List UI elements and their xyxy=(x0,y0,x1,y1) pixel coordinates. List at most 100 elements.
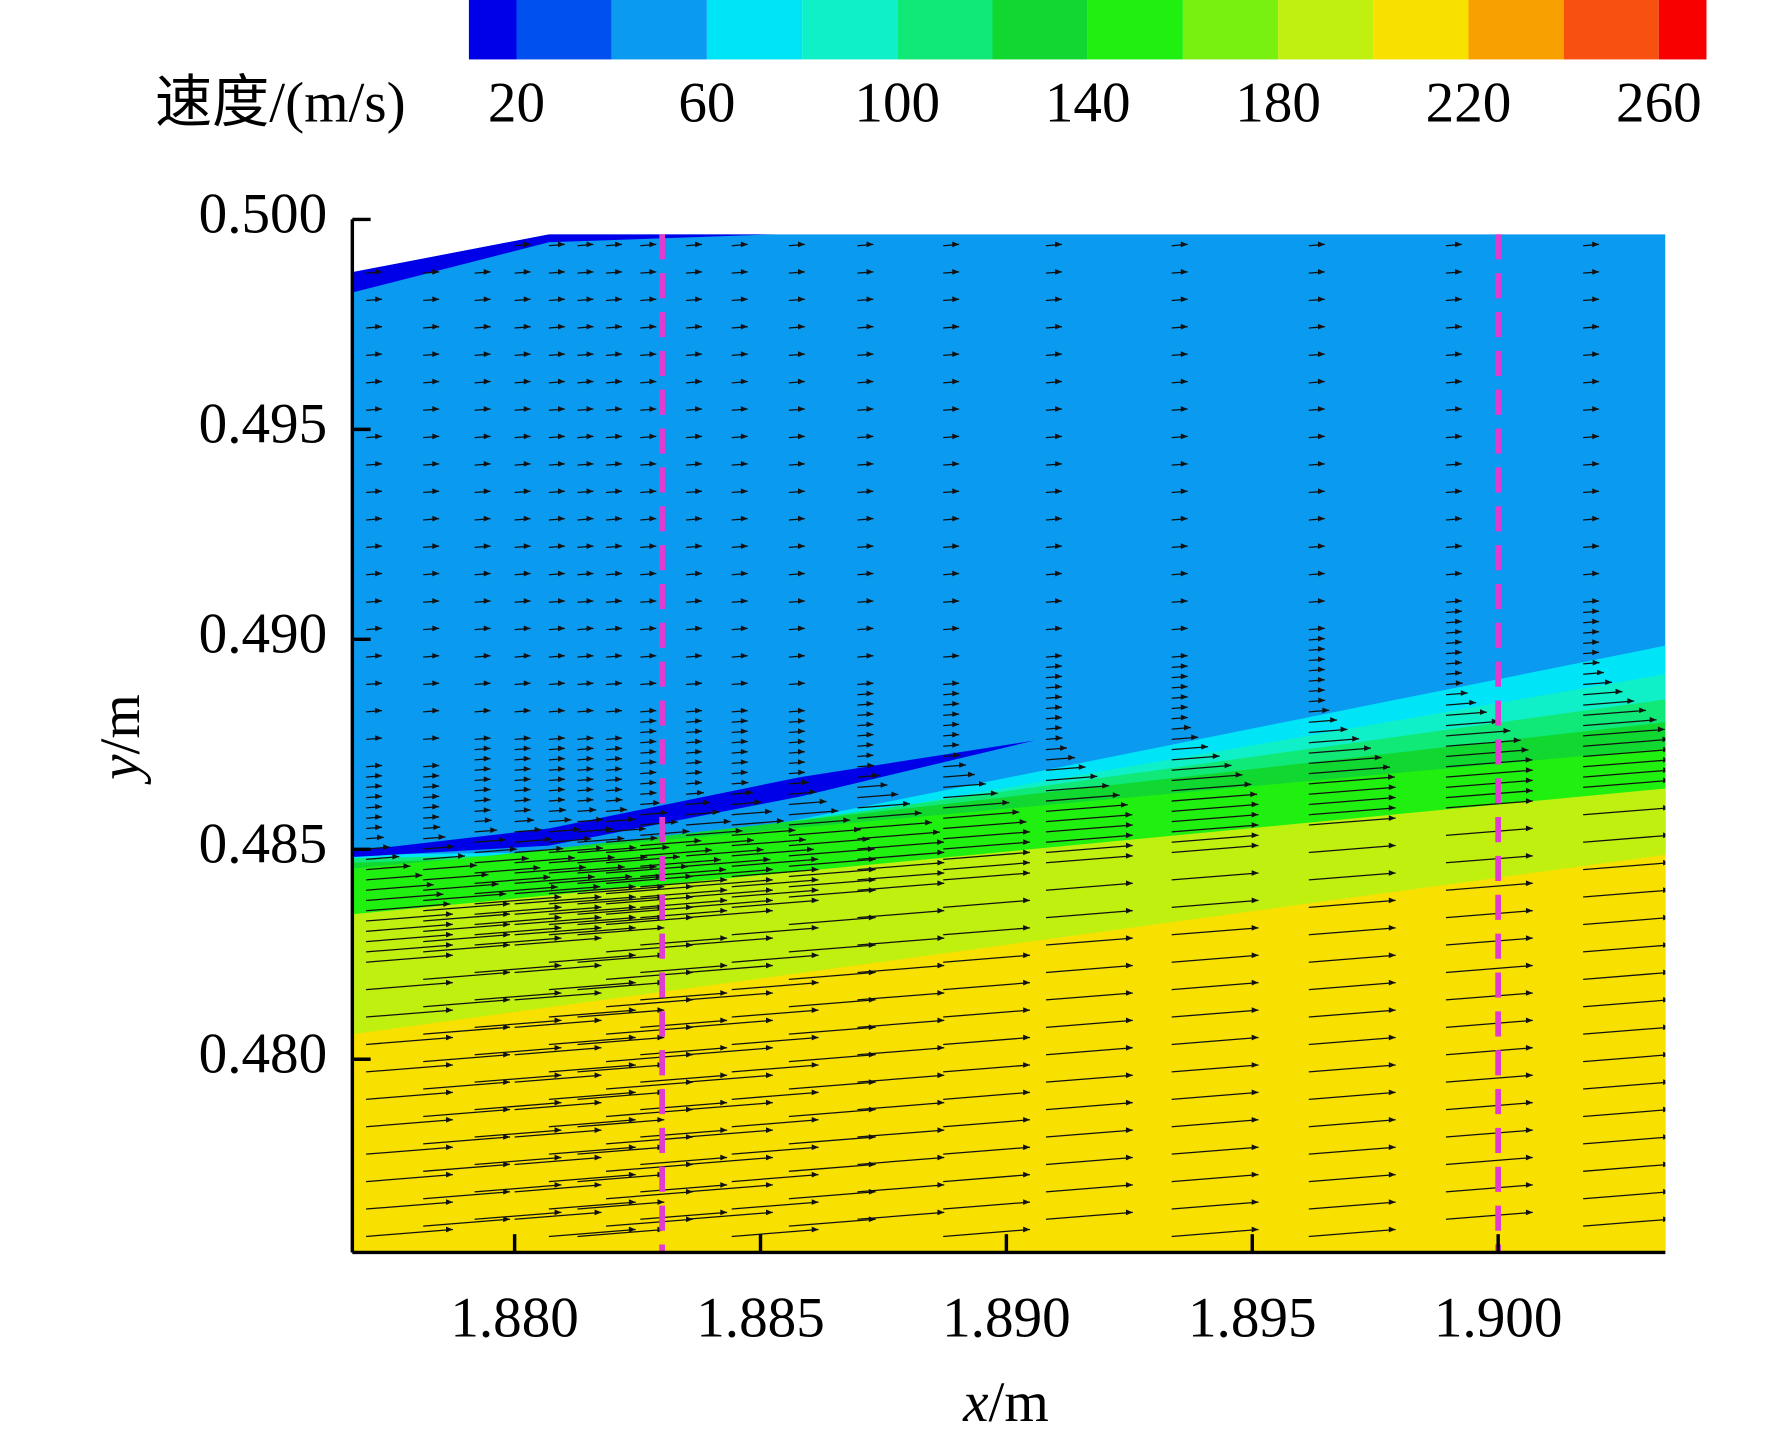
velocity-vector xyxy=(514,1074,602,1083)
velocity-head xyxy=(503,1051,511,1058)
velocity-head xyxy=(579,864,587,871)
velocity-vector xyxy=(788,944,876,953)
velocity-head xyxy=(1317,241,1325,248)
velocity-vector xyxy=(640,889,728,898)
velocity-vector xyxy=(366,1091,453,1100)
velocity-head xyxy=(952,690,960,697)
velocity-vector xyxy=(366,954,453,963)
velocity-head xyxy=(1525,1154,1533,1161)
velocity-vector xyxy=(1045,910,1133,919)
velocity-head xyxy=(937,1154,945,1161)
velocity-vector xyxy=(685,937,773,946)
velocity-head xyxy=(1125,1099,1133,1106)
velocity-head xyxy=(695,779,703,786)
velocity-head xyxy=(1388,979,1396,986)
velocity-head xyxy=(925,819,933,826)
velocity-head xyxy=(615,241,623,248)
velocity-head xyxy=(432,598,440,604)
velocity-vector xyxy=(423,1054,511,1063)
velocity-head xyxy=(1317,635,1325,642)
velocity-head xyxy=(523,323,531,330)
velocity-vector xyxy=(857,1129,945,1138)
velocity-head xyxy=(1455,268,1462,275)
velocity-head xyxy=(375,570,383,577)
velocity-head xyxy=(490,827,498,833)
velocity-vector xyxy=(605,856,680,864)
velocity-head xyxy=(1023,870,1030,876)
velocity-head xyxy=(695,769,703,776)
velocity-vector xyxy=(788,916,876,926)
velocity-head xyxy=(695,543,703,549)
velocity-vector xyxy=(1045,1074,1133,1083)
velocity-vector xyxy=(514,992,602,1001)
velocity-head xyxy=(1455,628,1462,635)
velocity-vector xyxy=(1583,719,1657,727)
velocity-vector xyxy=(1583,728,1665,737)
velocity-vector xyxy=(514,866,587,874)
velocity-vector xyxy=(731,1201,819,1210)
velocity-head xyxy=(523,378,531,385)
velocity-head xyxy=(649,323,657,330)
velocity-head xyxy=(649,652,657,659)
velocity-head xyxy=(594,962,602,969)
velocity-head xyxy=(586,786,594,793)
velocity-head xyxy=(649,268,657,275)
velocity-head xyxy=(1055,694,1062,700)
velocity-head xyxy=(1023,1034,1030,1041)
velocity-head xyxy=(446,1007,453,1013)
velocity-head xyxy=(937,1044,945,1051)
velocity-head xyxy=(375,598,383,604)
velocity-head xyxy=(952,721,960,728)
velocity-head xyxy=(586,351,594,357)
velocity-vector xyxy=(1445,855,1533,864)
velocity-vector xyxy=(474,992,562,1001)
velocity-vector xyxy=(1171,834,1259,843)
velocity-head xyxy=(695,488,703,495)
velocity-head xyxy=(1455,515,1462,522)
velocity-head xyxy=(695,296,703,303)
velocity-head xyxy=(937,839,944,845)
velocity-vector xyxy=(423,883,499,891)
velocity-head xyxy=(766,907,773,914)
velocity-head xyxy=(1120,801,1128,808)
velocity-head xyxy=(1663,1161,1666,1168)
velocity-head xyxy=(740,296,748,303)
velocity-head xyxy=(1055,433,1062,440)
velocity-head xyxy=(1455,598,1462,604)
velocity-vector xyxy=(731,899,819,908)
velocity-head xyxy=(1592,543,1600,549)
velocity-head xyxy=(533,864,541,871)
velocity-head xyxy=(1592,268,1600,275)
velocity-vector xyxy=(788,819,851,826)
velocity-head xyxy=(1455,543,1462,549)
velocity-vector xyxy=(1308,817,1396,826)
velocity-head xyxy=(432,803,440,810)
velocity-head xyxy=(589,806,597,813)
velocity-vector xyxy=(514,1156,602,1166)
velocity-vector xyxy=(605,971,693,980)
velocity-head xyxy=(1388,1199,1396,1205)
velocity-head xyxy=(1455,659,1462,666)
velocity-head xyxy=(670,819,678,825)
velocity-vector xyxy=(1171,872,1259,881)
velocity-vector xyxy=(1045,855,1133,864)
velocity-vector xyxy=(474,927,562,936)
velocity-head xyxy=(695,433,703,440)
velocity-vector xyxy=(577,1009,665,1018)
velocity-head xyxy=(649,625,657,632)
velocity-vector xyxy=(788,889,876,898)
velocity-head xyxy=(615,406,623,412)
velocity-head xyxy=(891,791,899,798)
velocity-vector xyxy=(943,1009,1031,1018)
velocity-vector xyxy=(605,906,693,915)
velocity-head xyxy=(740,769,748,776)
velocity-head xyxy=(558,543,565,549)
velocity-vector xyxy=(423,971,511,980)
velocity-vector xyxy=(857,1211,945,1220)
velocity-head xyxy=(695,728,703,735)
velocity-head xyxy=(1364,745,1371,751)
velocity-head xyxy=(1592,649,1600,656)
velocity-head xyxy=(798,707,805,714)
velocity-head xyxy=(1455,296,1462,303)
velocity-head xyxy=(1317,433,1325,440)
